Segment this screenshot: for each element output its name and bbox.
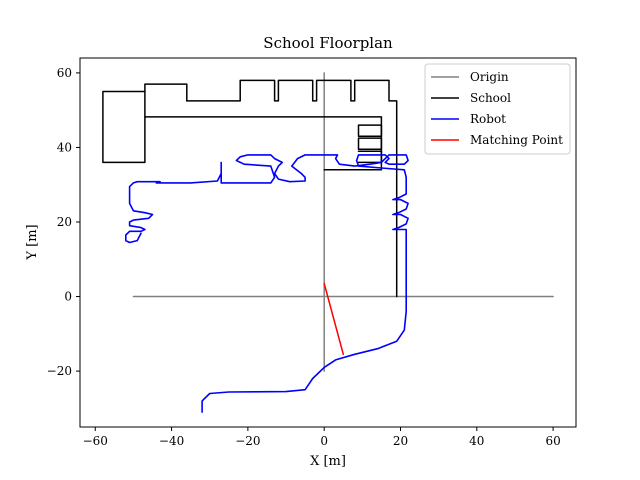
- legend: Origin School Robot Matching Point: [424, 63, 571, 155]
- legend-label-origin: Origin: [470, 70, 509, 84]
- school-line-2: [186, 79, 398, 298]
- school-line-4: [357, 124, 383, 138]
- x-tick-label: 20: [393, 434, 408, 448]
- x-tick-label: −20: [235, 434, 260, 448]
- y-tick-label: 40: [57, 140, 72, 154]
- plot-layer: [102, 72, 554, 413]
- school-line-1: [144, 83, 188, 102]
- y-tick-label: 60: [57, 66, 72, 80]
- matching-point-line-0: [323, 282, 345, 356]
- x-tick-label: 0: [320, 434, 328, 448]
- x-tick-label: −40: [159, 434, 184, 448]
- chart-title: School Floorplan: [263, 34, 393, 52]
- y-axis-label: Y [m]: [25, 224, 40, 260]
- y-tick-label: −20: [47, 364, 72, 378]
- legend-label-matching-point: Matching Point: [470, 133, 563, 147]
- x-tick-label: 60: [545, 434, 560, 448]
- y-tick-label: 0: [64, 290, 72, 304]
- y-tick-label: 20: [57, 215, 72, 229]
- x-axis-label: X [m]: [310, 454, 346, 469]
- ticks-layer: −60 −40 −20 0 20 40 60 −20 0 20 40 60: [47, 66, 561, 448]
- x-tick-label: 40: [469, 434, 484, 448]
- plot-frame: [79, 57, 577, 428]
- robot-trajectory: [125, 154, 409, 413]
- school-line-6: [357, 150, 383, 164]
- school-line-5: [357, 137, 383, 151]
- legend-box: [424, 63, 571, 155]
- x-tick-label: −60: [83, 434, 108, 448]
- legend-label-school: School: [470, 91, 511, 105]
- legend-label-robot: Robot: [470, 112, 506, 126]
